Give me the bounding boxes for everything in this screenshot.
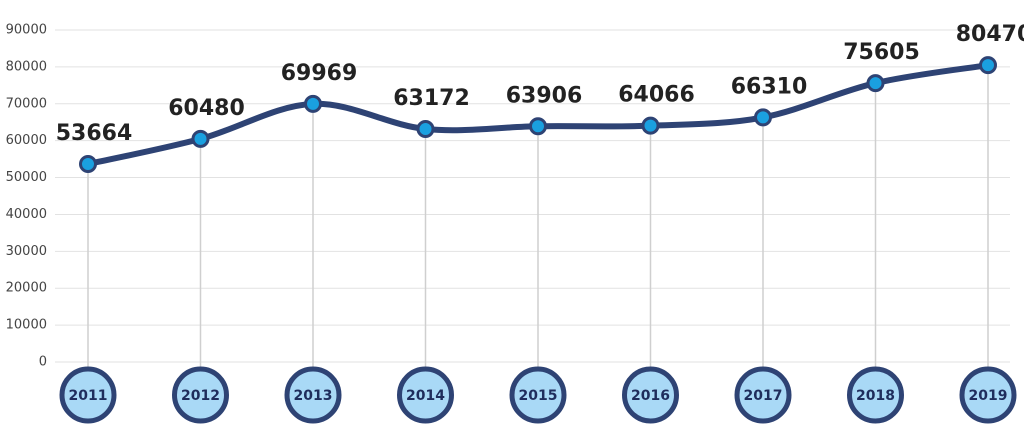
x-tick-label: 2015: [519, 388, 558, 404]
point-marker: [754, 108, 772, 127]
value-label: 60480: [168, 96, 245, 121]
y-tick-label: 50000: [6, 170, 47, 185]
value-label: 66310: [731, 74, 808, 99]
y-tick-label: 20000: [6, 281, 47, 296]
x-tick-label: 2019: [969, 388, 1008, 404]
value-label: 69969: [281, 61, 358, 86]
x-tick-label: 2013: [294, 388, 333, 404]
point-marker: [304, 94, 322, 113]
point-marker: [191, 129, 210, 148]
value-label: 80470: [956, 22, 1024, 47]
year-badge: [959, 366, 1017, 424]
y-tick-label: 60000: [6, 133, 47, 148]
point-marker: [866, 74, 885, 93]
year-badge: [509, 366, 567, 424]
year-badge: [172, 366, 229, 424]
year-badge: [622, 366, 679, 424]
year-badge: [397, 366, 454, 424]
y-tick-label: 90000: [6, 23, 47, 38]
y-tick-label: 80000: [6, 59, 47, 74]
value-label: 53664: [56, 121, 133, 146]
year-badge: [734, 366, 792, 424]
x-tick-label: 2014: [406, 388, 445, 404]
y-tick-label: 10000: [6, 318, 47, 333]
y-tick-label: 30000: [6, 244, 47, 259]
x-tick-label: 2016: [631, 388, 670, 404]
value-label: 64066: [618, 83, 695, 108]
y-tick-label: 0: [39, 355, 47, 370]
year-badge: [847, 366, 904, 424]
y-tick-label: 40000: [6, 207, 47, 222]
value-label: 63172: [393, 86, 470, 111]
x-tick-label: 2017: [744, 388, 783, 404]
point-marker: [641, 116, 660, 135]
point-marker: [979, 56, 997, 75]
value-label: 75605: [843, 40, 920, 65]
x-tick-label: 2011: [69, 388, 108, 404]
point-marker: [529, 117, 547, 136]
x-tick-label: 2012: [181, 388, 220, 404]
point-marker: [79, 155, 97, 174]
y-tick-label: 70000: [6, 96, 47, 111]
point-marker: [416, 119, 435, 138]
value-label: 63906: [506, 83, 583, 108]
x-tick-label: 2018: [856, 388, 895, 404]
year-badge: [284, 366, 342, 424]
year-badge: [59, 366, 117, 424]
